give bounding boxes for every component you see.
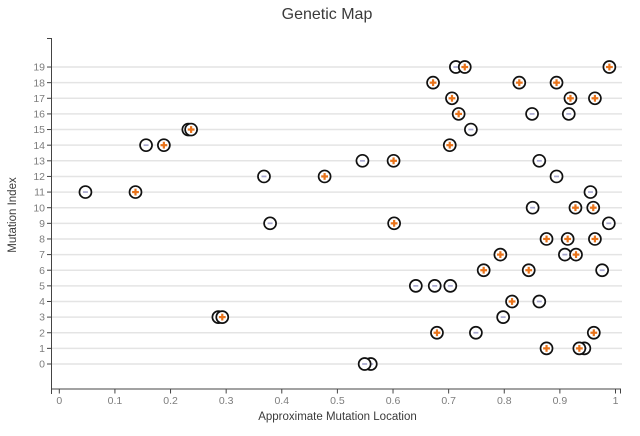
data-point-minus xyxy=(558,247,572,262)
data-point-plus xyxy=(572,341,587,356)
data-point-plus xyxy=(157,138,171,153)
y-tick-label: 16 xyxy=(33,109,45,121)
y-tick-label: 4 xyxy=(39,296,45,308)
data-point-minus xyxy=(357,357,372,371)
y-tick-label: 18 xyxy=(33,77,45,89)
y-tick-label: 8 xyxy=(39,234,45,246)
data-point-minus xyxy=(257,169,271,184)
data-point-minus xyxy=(139,138,153,153)
y-tick-label: 2 xyxy=(39,327,45,339)
data-point-plus xyxy=(539,232,554,246)
y-tick-label: 15 xyxy=(33,124,45,136)
data-point-minus xyxy=(443,279,458,293)
data-point-minus xyxy=(561,107,576,121)
data-point-plus xyxy=(588,232,602,246)
data-point-plus xyxy=(602,60,617,74)
y-tick-label: 10 xyxy=(33,202,45,214)
x-tick-label: 0.8 xyxy=(497,395,512,407)
data-point-minus xyxy=(525,200,540,215)
y-tick-label: 5 xyxy=(39,280,45,292)
data-point-plus xyxy=(457,60,472,74)
y-tick-label: 13 xyxy=(33,155,45,167)
data-point-plus xyxy=(493,247,508,262)
data-point-plus xyxy=(586,325,601,340)
x-tick-label: 0.1 xyxy=(108,395,123,407)
data-point-plus xyxy=(560,232,575,246)
data-point-minus xyxy=(549,169,564,184)
data-point-minus xyxy=(532,294,547,309)
y-tick-label: 6 xyxy=(39,265,45,277)
data-point-plus xyxy=(426,75,440,90)
data-point-plus xyxy=(445,91,459,106)
data-point-plus xyxy=(568,200,583,215)
x-tick-label: 0.6 xyxy=(386,395,401,407)
data-point-minus xyxy=(595,263,610,278)
y-tick-label: 14 xyxy=(33,140,45,152)
x-tick-label: 0.4 xyxy=(274,395,289,407)
data-point-minus xyxy=(532,153,547,168)
data-point-plus xyxy=(549,75,564,90)
data-point-plus xyxy=(215,310,230,324)
data-point-plus xyxy=(442,138,457,153)
y-tick-label: 9 xyxy=(39,218,45,230)
x-tick-label: 0.3 xyxy=(219,395,234,407)
data-point-minus xyxy=(263,216,277,231)
y-tick-label: 17 xyxy=(33,93,45,105)
y-tick-label: 11 xyxy=(34,187,45,199)
x-tick-label: 0.2 xyxy=(163,395,178,407)
data-point-minus xyxy=(601,216,616,231)
data-point-plus xyxy=(386,153,401,168)
x-tick-label: 1 xyxy=(613,395,619,407)
y-tick-label: 0 xyxy=(39,359,45,371)
data-point-minus xyxy=(583,185,598,199)
data-point-minus xyxy=(427,279,442,293)
data-point-plus xyxy=(476,263,491,278)
data-point-plus xyxy=(184,122,198,137)
data-point-plus xyxy=(588,91,602,106)
data-point-minus xyxy=(78,185,93,199)
x-tick-label: 0.7 xyxy=(441,395,456,407)
x-tick-label: 0 xyxy=(56,395,62,407)
data-point-minus xyxy=(464,122,478,137)
data-point-plus xyxy=(539,341,554,356)
y-tick-label: 3 xyxy=(39,312,45,324)
data-point-minus xyxy=(408,279,423,293)
y-tick-label: 1 xyxy=(39,343,45,355)
data-point-plus xyxy=(128,185,143,199)
y-tick-label: 19 xyxy=(33,62,45,74)
x-tick-label: 0.5 xyxy=(330,395,345,407)
data-point-plus xyxy=(387,216,401,231)
y-tick-label: 7 xyxy=(39,249,45,261)
data-point-plus xyxy=(586,200,601,215)
y-tick-label: 12 xyxy=(33,171,45,183)
data-point-plus xyxy=(317,169,332,184)
data-point-plus xyxy=(563,91,578,106)
data-point-plus xyxy=(569,247,583,262)
data-point-plus xyxy=(521,263,536,278)
chart-title: Genetic Map xyxy=(281,6,373,23)
x-tick-label: 0.9 xyxy=(553,395,568,407)
data-point-minus xyxy=(355,153,370,168)
data-point-plus xyxy=(451,107,466,121)
data-point-plus xyxy=(512,75,527,90)
data-point-plus xyxy=(505,294,519,309)
data-point-minus xyxy=(469,325,483,340)
x-axis-label: Approximate Mutation Location xyxy=(258,411,417,423)
data-point-minus xyxy=(525,107,539,121)
data-point-minus xyxy=(496,310,510,324)
data-point-plus xyxy=(430,325,444,340)
